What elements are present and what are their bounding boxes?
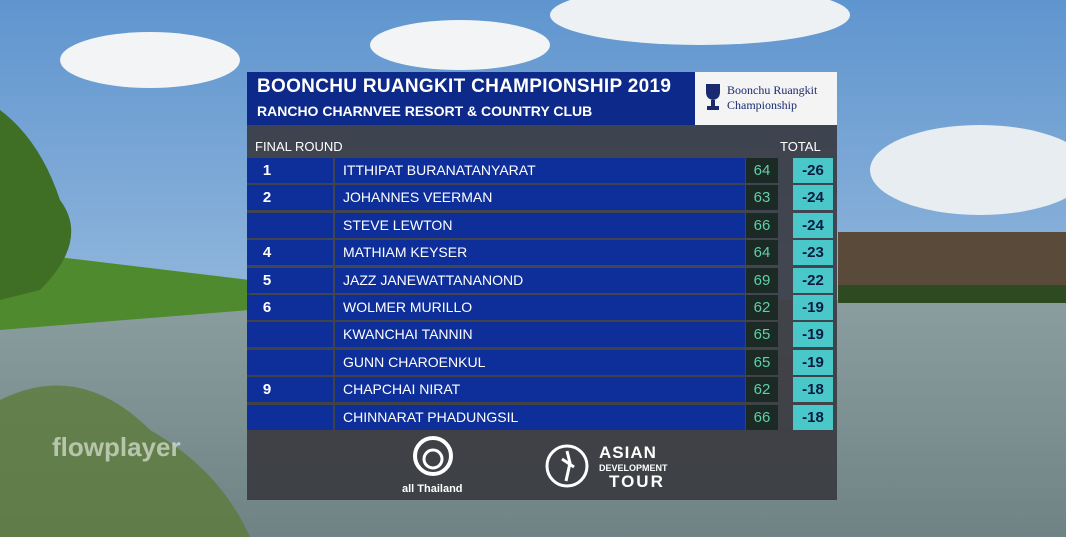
total-score: -22: [793, 267, 833, 293]
player-name: CHINNARAT PHADUNGSIL: [335, 404, 745, 430]
leaderboard: FINAL ROUND TOTAL 1 ITTHIPAT BURANATANYAR…: [247, 125, 837, 500]
logo-text: Boonchu Ruangkit: [727, 83, 818, 97]
total-score: -24: [793, 185, 833, 211]
hedge: [838, 285, 1066, 303]
position: 1: [247, 158, 287, 183]
round-score: 62: [746, 295, 778, 320]
position: [247, 404, 287, 430]
flag-cell: [287, 212, 333, 238]
cloud: [60, 32, 240, 88]
total-score: -26: [793, 158, 833, 183]
player-name: STEVE LEWTON: [335, 212, 745, 238]
total-score: -23: [793, 240, 833, 266]
position: 4: [247, 240, 287, 266]
position: [247, 322, 287, 348]
flag-cell: [287, 377, 333, 403]
column-header: TOTAL: [780, 139, 821, 154]
tree: [0, 110, 72, 300]
total-score: -18: [793, 377, 833, 403]
player-name: GUNN CHAROENKUL: [335, 349, 745, 375]
total-score: -19: [793, 295, 833, 320]
flag-cell: [287, 158, 333, 183]
leaderboard-row: 5 JAZZ JANEWATTANANOND 69 -22: [247, 267, 837, 293]
watermark: flowplayer: [52, 432, 181, 462]
round-score: 64: [746, 158, 778, 183]
sponsor-icon: [413, 436, 453, 476]
leaderboard-row: STEVE LEWTON 66 -24: [247, 212, 837, 238]
flag-cell: [287, 295, 333, 320]
leaderboard-row: GUNN CHAROENKUL 65 -19: [247, 349, 837, 375]
player-name: CHAPCHAI NIRAT: [335, 377, 745, 403]
position: 2: [247, 185, 287, 211]
title: BOONCHU RUANGKIT CHAMPIONSHIP 2019: [257, 76, 672, 97]
trophy-icon: [706, 84, 720, 110]
position: [247, 349, 287, 375]
player-name: WOLMER MURILLO: [335, 295, 745, 320]
player-name: ITTHIPAT BURANATANYARAT: [335, 158, 745, 183]
round-score: 64: [746, 240, 778, 266]
sponsor: TOUR: [609, 472, 665, 491]
grass: [0, 250, 250, 330]
player-name: JAZZ JANEWATTANANOND: [335, 267, 745, 293]
logo-text: Championship: [727, 98, 798, 112]
round-score: 65: [746, 322, 778, 348]
total-score: -18: [793, 404, 833, 430]
plants: [0, 385, 250, 537]
sponsor: DEVELOPMENT: [599, 463, 668, 473]
leaderboard-row: 2 JOHANNES VEERMAN 63 -24: [247, 185, 837, 211]
position: [247, 212, 287, 238]
flag-cell: [287, 240, 333, 266]
leaderboard-row: 6 WOLMER MURILLO 62 -19: [247, 295, 837, 320]
round-score: 63: [746, 185, 778, 211]
player-name: JOHANNES VEERMAN: [335, 185, 745, 211]
total-score: -19: [793, 349, 833, 375]
header: BOONCHU RUANGKIT CHAMPIONSHIP 2019 RANCH…: [247, 72, 695, 125]
total-score: -19: [793, 322, 833, 348]
round-score: 65: [746, 349, 778, 375]
round-score: 62: [746, 377, 778, 403]
round-score: 66: [746, 212, 778, 238]
position: 9: [247, 377, 287, 403]
flag-cell: [287, 404, 333, 430]
sponsor: all Thailand: [402, 483, 463, 495]
leaderboard-row: 4 MATHIAM KEYSER 64 -23: [247, 240, 837, 266]
subtitle: RANCHO CHARNVEE RESORT & COUNTRY CLUB: [257, 103, 593, 119]
flag-cell: [287, 349, 333, 375]
player-name: KWANCHAI TANNIN: [335, 322, 745, 348]
column-header: FINAL ROUND: [255, 139, 343, 154]
tour-icon: [545, 444, 589, 488]
round-score: 66: [746, 404, 778, 430]
flag-cell: [287, 322, 333, 348]
leaderboard-row: 1 ITTHIPAT BURANATANYARAT 64 -26: [247, 158, 837, 183]
total-score: -24: [793, 212, 833, 238]
cloud: [870, 125, 1066, 215]
leaderboard-row: KWANCHAI TANNIN 65 -19: [247, 322, 837, 348]
player-name: MATHIAM KEYSER: [335, 240, 745, 266]
sponsor: ASIAN: [599, 443, 657, 462]
flag-cell: [287, 267, 333, 293]
position: 6: [247, 295, 287, 320]
event-logo: Boonchu Ruangkit Championship: [695, 72, 837, 125]
position: 5: [247, 267, 287, 293]
cloud: [370, 20, 550, 70]
leaderboard-row: CHINNARAT PHADUNGSIL 66 -18: [247, 404, 837, 430]
cloud: [550, 0, 850, 45]
round-score: 69: [746, 267, 778, 293]
leaderboard-row: 9 CHAPCHAI NIRAT 62 -18: [247, 377, 837, 403]
flag-cell: [287, 185, 333, 211]
